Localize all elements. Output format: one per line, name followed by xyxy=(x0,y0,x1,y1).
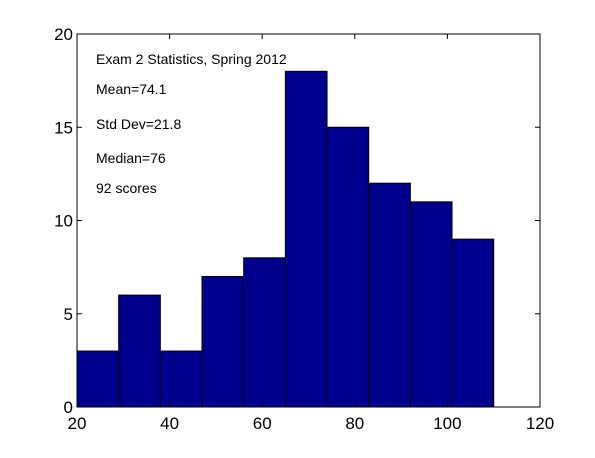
x-tick-label: 120 xyxy=(526,414,554,433)
stats-annotation: Exam 2 Statistics, Spring 2012 xyxy=(96,51,287,67)
histogram-bar xyxy=(118,294,161,408)
x-tick-label: 40 xyxy=(160,414,179,433)
histogram-bar xyxy=(409,201,453,408)
histogram-bar xyxy=(326,126,370,408)
y-tick-label: 15 xyxy=(54,118,73,137)
histogram-bar xyxy=(284,70,328,408)
annotations-group: Exam 2 Statistics, Spring 2012 Mean=74.1 S… xyxy=(96,51,287,196)
histogram-bar xyxy=(201,275,245,408)
stats-annotation: Median=76 xyxy=(96,150,166,166)
y-tick-label: 5 xyxy=(64,305,73,324)
y-tick-label: 20 xyxy=(54,25,73,44)
stats-annotation: Mean=74.1 xyxy=(96,81,167,97)
histogram-bar xyxy=(243,257,286,408)
stats-annotation: 92 scores xyxy=(96,180,157,196)
stats-annotation: Std Dev=21.8 xyxy=(96,116,181,132)
histogram-bar xyxy=(76,350,120,408)
ticks-group: 20 40 60 80 100 120 0 5 10 15 20 xyxy=(54,25,554,433)
histogram-bar xyxy=(451,238,495,408)
histogram-bar xyxy=(368,182,411,408)
histogram-bar xyxy=(159,350,203,408)
x-tick-label: 60 xyxy=(253,414,272,433)
y-tick-label: 10 xyxy=(54,212,73,231)
y-tick-label: 0 xyxy=(64,398,73,417)
x-tick-label: 80 xyxy=(345,414,364,433)
x-tick-label: 100 xyxy=(433,414,461,433)
x-tick-label: 20 xyxy=(68,414,87,433)
bars-group xyxy=(76,70,495,408)
